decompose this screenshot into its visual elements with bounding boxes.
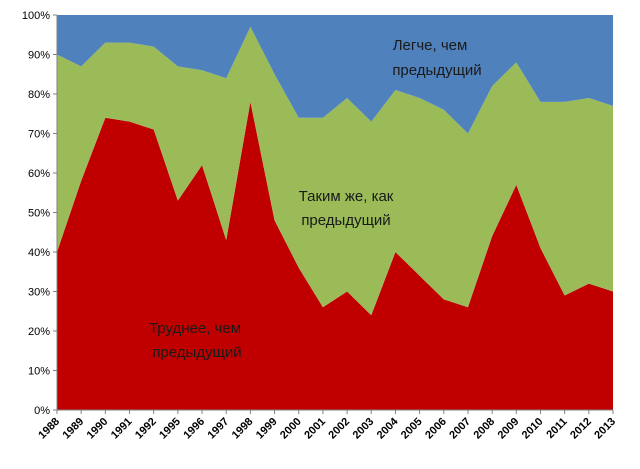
y-tick-label: 80% <box>28 89 50 101</box>
annotation-easier-line-1: Легче, чем <box>393 37 468 54</box>
y-tick-label: 60% <box>28 168 50 180</box>
area-annotations: Легче, чем предыдущий Таким же, как пред… <box>149 37 482 361</box>
x-tick-label: 1988 <box>36 416 62 442</box>
x-tick-label: 2004 <box>375 415 401 441</box>
x-tick-label: 1998 <box>230 416 256 442</box>
y-tick-label: 0% <box>34 405 50 417</box>
y-tick-label: 50% <box>28 208 50 220</box>
y-tick-label: 100% <box>22 10 50 22</box>
y-tick-label: 70% <box>28 129 50 141</box>
x-tick-label: 2002 <box>326 416 352 442</box>
x-tick-label: 2007 <box>447 416 473 442</box>
x-tick-label: 2003 <box>351 416 377 442</box>
y-tick-label: 20% <box>28 326 50 338</box>
x-tick-label: 1991 <box>109 416 135 442</box>
x-axis-ticks: 1988198919901991199219951996199719981999… <box>36 410 618 441</box>
x-tick-label: 2005 <box>399 416 425 442</box>
x-tick-label: 2008 <box>471 416 497 442</box>
y-axis-ticks: 0% 10% 20% 30% 40% 50% 60% 70% 80% 90% 100% <box>22 10 57 417</box>
x-tick-label: 1989 <box>60 416 86 442</box>
x-tick-label: 1990 <box>85 416 111 442</box>
annotation-easier-line-2: предыдущий <box>392 62 481 79</box>
area-same <box>57 26 613 316</box>
x-tick-label: 2009 <box>496 416 522 442</box>
annotation-same-line-1: Таким же, как <box>299 188 394 205</box>
area-easier <box>57 15 613 134</box>
x-tick-label: 1996 <box>181 416 207 442</box>
area-layers <box>57 15 613 411</box>
x-tick-label: 1992 <box>133 416 159 442</box>
y-tick-label: 10% <box>28 366 50 378</box>
x-tick-label: 2001 <box>302 416 328 442</box>
annotation-harder-line-2: предыдущий <box>152 344 241 361</box>
annotation-harder-line-1: Труднее, чем <box>149 320 241 337</box>
annotation-same-line-2: предыдущий <box>301 212 390 229</box>
x-tick-label: 2012 <box>568 416 594 442</box>
y-tick-label: 90% <box>28 50 50 62</box>
x-tick-label: 2013 <box>592 416 618 442</box>
x-tick-label: 2000 <box>278 416 304 442</box>
area-harder <box>57 101 613 411</box>
x-tick-label: 2010 <box>520 416 546 442</box>
x-tick-label: 2011 <box>544 416 569 441</box>
y-tick-label: 40% <box>28 247 50 259</box>
x-tick-label: 2006 <box>423 416 449 442</box>
x-tick-label: 1997 <box>206 416 232 442</box>
x-tick-label: 1995 <box>157 416 183 442</box>
y-tick-label: 30% <box>28 287 50 299</box>
x-tick-label: 1999 <box>254 416 280 442</box>
